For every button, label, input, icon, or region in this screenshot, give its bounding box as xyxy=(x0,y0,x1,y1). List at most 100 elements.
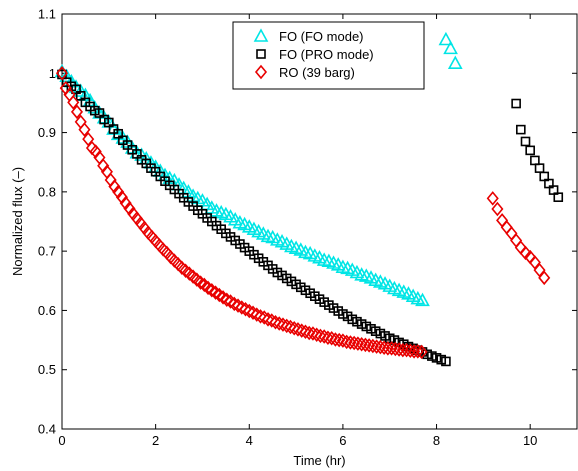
legend-markers xyxy=(253,28,269,80)
legend-marker-square xyxy=(256,49,266,59)
legend-label-fo-mode: FO (FO mode) xyxy=(279,29,364,44)
data-point-diamond xyxy=(55,66,69,81)
y-tick-label: 0.6 xyxy=(38,303,56,318)
data-point-diamond xyxy=(250,307,263,322)
data-point-diamond xyxy=(258,310,271,325)
data-point-diamond xyxy=(486,191,499,206)
data-point-diamond xyxy=(115,189,128,205)
data-point-diamond xyxy=(239,301,252,317)
data-point-diamond xyxy=(374,339,387,355)
data-point-diamond xyxy=(336,333,349,348)
data-point-square xyxy=(516,124,526,135)
data-point-diamond xyxy=(295,323,308,338)
data-point-triangle xyxy=(447,55,463,70)
y-tick-label: 0.8 xyxy=(38,184,56,199)
data-point-diamond xyxy=(288,320,301,336)
data-point-diamond xyxy=(370,339,383,354)
data-point-square xyxy=(525,145,535,156)
data-point-diamond xyxy=(228,296,241,312)
data-point-diamond xyxy=(310,327,323,342)
data-point-diamond xyxy=(220,292,233,308)
data-point-square xyxy=(441,356,451,367)
data-point-square xyxy=(511,98,521,109)
data-point-diamond xyxy=(70,104,84,120)
legend-marker-diamond xyxy=(254,64,268,80)
data-point-diamond xyxy=(400,342,413,358)
data-point-diamond xyxy=(243,303,256,319)
data-point-diamond xyxy=(235,300,248,315)
data-point-diamond xyxy=(491,201,504,217)
data-point-triangle xyxy=(438,31,454,46)
data-point-diamond xyxy=(265,313,278,328)
data-point-diamond xyxy=(355,336,368,352)
data-point-diamond xyxy=(269,315,282,330)
data-point-diamond xyxy=(276,317,290,332)
x-tick-labels: 0 2 4 6 8 10 xyxy=(58,433,537,448)
data-point-square xyxy=(520,136,531,147)
data-point-diamond xyxy=(231,298,245,313)
data-points xyxy=(54,31,564,367)
legend-marker-triangle xyxy=(253,28,269,42)
data-point-diamond xyxy=(389,341,402,357)
data-point-diamond xyxy=(82,131,95,147)
data-point-diamond xyxy=(306,326,319,341)
data-point-triangle xyxy=(443,40,458,55)
x-tick-label: 10 xyxy=(523,433,537,448)
data-point-diamond xyxy=(359,337,372,353)
data-point-diamond xyxy=(89,144,102,159)
data-point-diamond xyxy=(351,336,364,351)
y-tick-label: 1.1 xyxy=(38,7,56,22)
data-point-diamond xyxy=(314,328,327,344)
data-point-diamond xyxy=(273,316,286,331)
data-point-diamond xyxy=(366,338,379,354)
x-axis-label: Time (hr) xyxy=(293,453,345,468)
data-point-diamond xyxy=(538,270,551,286)
y-tick-label: 1 xyxy=(49,66,56,81)
data-point-diamond xyxy=(344,335,357,350)
x-tick-label: 6 xyxy=(339,433,346,448)
data-point-square xyxy=(553,192,564,202)
data-point-diamond xyxy=(340,334,353,350)
data-point-diamond xyxy=(393,342,406,357)
y-tick-labels: 0.4 0.5 0.6 0.7 0.8 0.9 1 1.1 xyxy=(38,7,56,437)
data-point-diamond xyxy=(528,255,541,270)
data-point-diamond xyxy=(348,335,361,351)
data-point-diamond xyxy=(533,262,546,278)
data-point-diamond xyxy=(303,325,316,341)
data-point-diamond xyxy=(325,331,338,346)
legend: FO (FO mode) FO (PRO mode) RO (39 barg) xyxy=(232,21,425,90)
data-point-diamond xyxy=(329,332,342,347)
data-point-diamond xyxy=(404,343,417,358)
data-point-diamond xyxy=(408,344,421,359)
legend-label-pro-mode: FO (PRO mode) xyxy=(279,47,374,62)
data-point-triangle xyxy=(59,68,75,83)
x-tick-label: 2 xyxy=(152,433,159,448)
x-tick-label: 4 xyxy=(246,433,253,448)
data-point-diamond xyxy=(97,158,110,174)
data-point-diamond xyxy=(78,122,91,137)
data-point-diamond xyxy=(333,332,346,348)
data-point-diamond xyxy=(411,344,424,359)
data-point-diamond xyxy=(67,95,80,110)
data-point-diamond xyxy=(519,245,532,261)
data-point-triangle xyxy=(415,292,430,307)
data-point-diamond xyxy=(318,329,331,344)
legend-label-ro: RO (39 barg) xyxy=(279,65,355,80)
x-tick-label: 0 xyxy=(58,433,65,448)
data-point-diamond xyxy=(396,342,409,358)
y-tick-label: 0.7 xyxy=(38,244,56,259)
data-point-diamond xyxy=(363,338,376,353)
data-point-diamond xyxy=(261,312,275,327)
y-tick-label: 0.9 xyxy=(38,125,56,140)
data-point-diamond xyxy=(385,341,398,356)
data-point-diamond xyxy=(381,341,394,356)
y-tick-label: 0.4 xyxy=(38,422,56,437)
x-tick-label: 8 xyxy=(433,433,440,448)
data-point-diamond xyxy=(415,344,428,360)
data-point-triangle xyxy=(73,83,89,97)
y-axis-label: Normalized flux (–) xyxy=(10,167,25,276)
data-point-diamond xyxy=(321,330,334,345)
data-point-diamond xyxy=(280,318,293,334)
y-tick-label: 0.5 xyxy=(38,362,56,377)
